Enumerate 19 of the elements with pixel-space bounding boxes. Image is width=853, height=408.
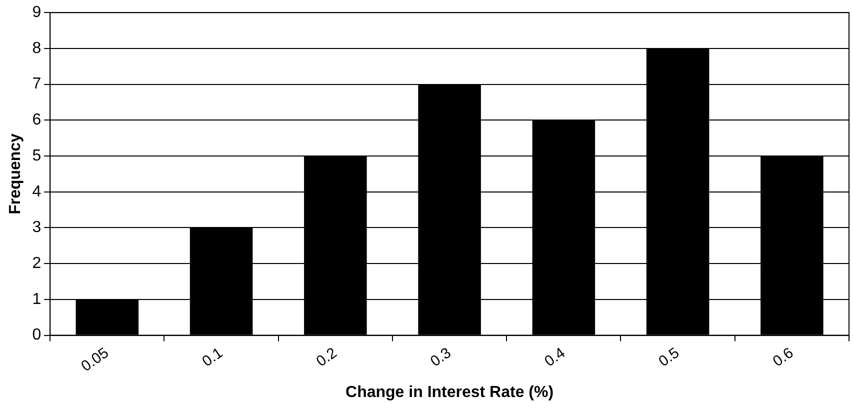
x-tick-label: 0.6 <box>770 344 797 370</box>
x-tick-label: 0.3 <box>427 344 454 370</box>
x-tick-label: 0.05 <box>78 344 112 376</box>
y-tick-label: 0 <box>32 326 42 344</box>
y-tick-label: 8 <box>32 40 42 57</box>
x-tick-label: 0.5 <box>656 344 682 370</box>
x-tick-label: 0.1 <box>199 344 226 370</box>
y-tick-label: 4 <box>32 183 42 200</box>
y-tick-label: 7 <box>32 76 42 93</box>
y-tick-label: 3 <box>32 219 42 236</box>
y-tick-label: 9 <box>32 4 42 22</box>
y-tick-label: 5 <box>32 147 42 164</box>
y-tick-label: 2 <box>32 255 42 272</box>
y-tick-label: 6 <box>32 112 42 129</box>
x-axis-title: Change in Interest Rate (%) <box>346 384 554 401</box>
x-tick-label: 0.2 <box>313 344 340 370</box>
x-tick-label: 0.4 <box>542 344 568 370</box>
y-tick-label: 1 <box>32 290 42 308</box>
y-axis-title: Frequency <box>7 133 24 214</box>
